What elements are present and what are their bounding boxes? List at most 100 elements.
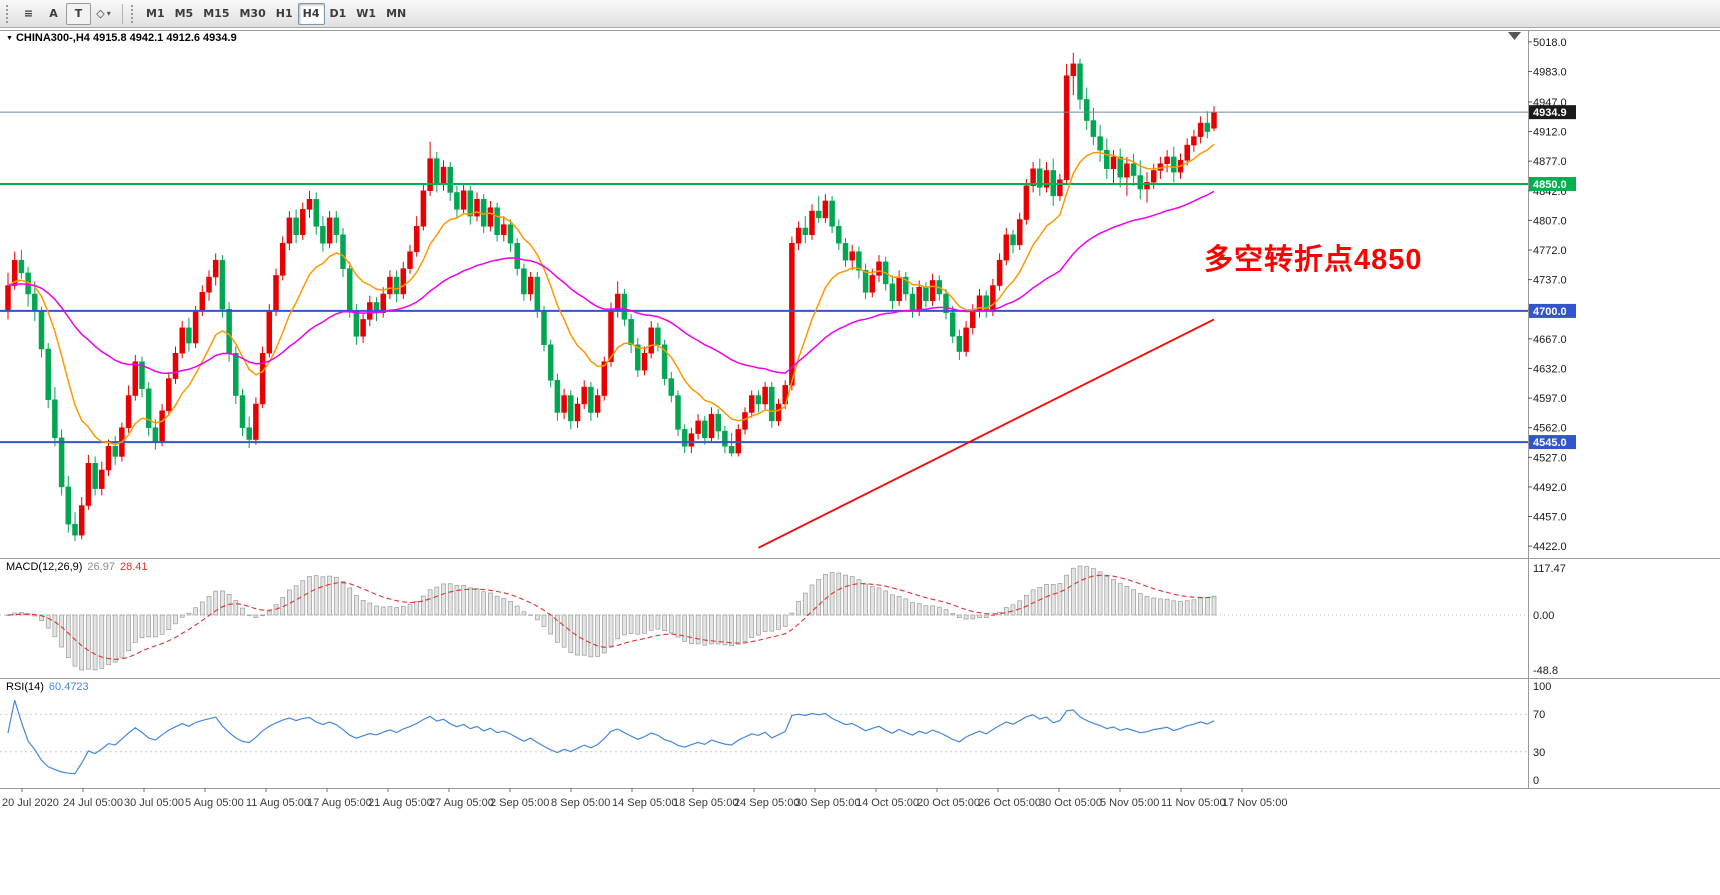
timeframe-button-mn[interactable]: MN [386,7,407,20]
macd-histogram-bar [950,613,956,616]
macd-histogram-bar [856,579,862,616]
macd-histogram-bar [246,614,252,616]
candle-body [266,310,273,354]
candle-body [38,310,45,350]
candle-body [748,395,755,413]
candle-body [1016,219,1023,246]
candle-body [5,285,11,312]
price-axis-label: 5018.0 [1533,37,1567,49]
timeframe-button-m15[interactable]: M15 [203,7,230,20]
macd-signal-value: 28.41 [119,561,148,573]
toolbar-drag-handle[interactable] [6,4,11,23]
candle-body [836,226,842,244]
macd-histogram-bar [300,580,306,616]
macd-histogram-bar [327,575,332,616]
rsi-value: 60.4723 [48,681,89,693]
candle-body [1077,63,1083,100]
timeframe-button-d1[interactable]: D1 [329,7,347,20]
toolbar-drag-handle[interactable] [131,4,136,23]
candle-body [856,251,862,271]
macd-histogram-bar [387,606,393,616]
candle-body [206,276,212,293]
macd-histogram-bar [796,601,801,616]
macd-histogram-bar [702,614,708,646]
candle-body [1023,185,1030,220]
insert-text-label-button[interactable]: T [66,2,91,25]
timeframe-button-w1[interactable]: W1 [356,7,377,20]
trendline[interactable] [757,318,1215,549]
macd-histogram-bar [193,607,198,616]
macd-histogram-bar [890,594,895,616]
chart-shift-marker-icon [1508,32,1521,40]
candle-body [1150,170,1157,183]
macd-histogram-bar [132,614,138,643]
macd-histogram-bar [508,601,513,616]
candle-body [1197,122,1204,137]
macd-histogram-bar [1104,575,1110,616]
macd-histogram-bar [454,584,460,616]
candle-body [1043,170,1050,188]
candle-body [655,327,661,346]
rsi-name: RSI(14) [6,681,44,693]
timeframe-button-m1[interactable]: M1 [146,7,165,20]
candle-body [179,327,185,354]
time-axis-label: 26 Oct 05:00 [978,797,1041,809]
candle-body [849,251,855,261]
insert-text-button[interactable]: A [49,7,58,20]
candle-body [909,293,916,312]
macd-histogram-bar [682,614,688,642]
macd-histogram-bar [1057,583,1063,616]
price-axis-label: 4737.0 [1533,275,1567,287]
annotation-text[interactable]: 多空转折点4850 [1204,244,1423,276]
timeframe-button-h1[interactable]: H1 [275,7,293,20]
macd-histogram-bar [39,614,44,622]
candle-body [795,227,802,244]
indicators-list-button[interactable]: ≡ [23,7,34,20]
macd-histogram-bar [92,614,98,671]
macd-histogram-bar [72,614,78,667]
macd-signal-line [7,574,1215,660]
macd-histogram-bar [709,614,714,645]
macd-histogram-bar [608,614,614,647]
time-axis-label: 14 Sep 05:00 [612,797,677,809]
current-price-tag-text: 4934.9 [1533,107,1567,119]
candle-body [253,403,259,440]
candle-body [695,420,701,434]
macd-histogram-bar [1211,595,1217,616]
macd-histogram-bar [776,614,781,630]
macd-histogram-bar [521,611,527,616]
price-tag-4850.0 [1529,177,1576,191]
macd-histogram-bar [1171,600,1177,616]
macd-histogram-bar [963,614,969,620]
candle-body [306,198,313,210]
macd-histogram-bar [186,612,192,616]
macd-histogram-bar [220,590,225,616]
candle-body [929,280,936,302]
macd-histogram-bar [568,614,574,653]
macd-histogram-bar [802,592,808,616]
drawing-tools-group: ≡ A T ◇ ▾ [16,2,116,25]
candle-body [246,427,252,440]
timeframe-button-h4[interactable]: H4 [297,2,325,25]
macd-histogram-bar [836,572,842,616]
symbol-dropdown-icon: ▼ [6,35,13,42]
candle-body [139,361,145,390]
macd-histogram-bar [930,605,935,616]
time-axis-label: 17 Nov 05:00 [1222,797,1287,809]
time-axis-label: 30 Oct 05:00 [1039,797,1102,809]
candle-body [635,344,641,371]
timeframe-group: M1 M5 M15 M30 H1 H4 D1 W1 MN [141,2,411,25]
candle-body [648,327,654,354]
macd-histogram-bar [689,614,694,644]
candle-body [996,259,1003,286]
macd-histogram-bar [863,583,868,616]
insert-shapes-button[interactable]: ◇ ▾ [96,7,111,20]
timeframe-button-m30[interactable]: M30 [239,7,266,20]
timeframe-button-m5[interactable]: M5 [174,7,194,20]
candle-body [527,276,534,295]
macd-histogram-bar [977,614,982,618]
macd-histogram-bar [715,614,721,645]
macd-histogram-bar [126,614,131,652]
candle-body [829,200,835,227]
